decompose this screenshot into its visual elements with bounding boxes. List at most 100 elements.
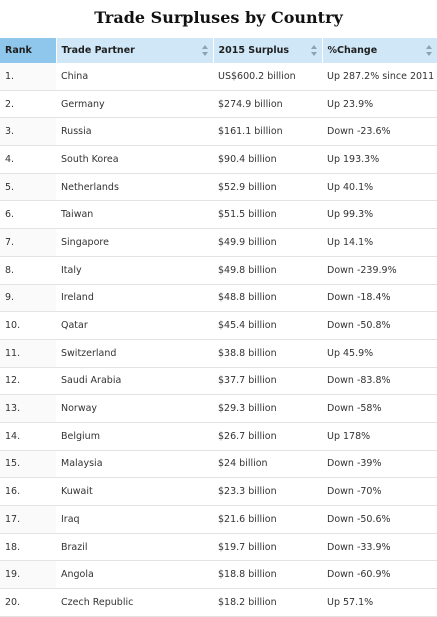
table-row: 11. Switzerland $38.8 billion Up 45.9% [0,339,437,368]
change-cell: Down -50.8% [322,311,437,340]
column-header-change[interactable]: %Change [321,38,437,63]
surplus-cell: $24 billion [213,450,322,479]
surplus-cell: $26.7 billion [213,422,322,451]
table-row: 6. Taiwan $51.5 billion Up 99.3% [0,200,437,230]
surplus-cell: $18.8 billion [213,560,322,590]
rank-cell: 16. [0,477,56,506]
trade-partner-cell: Saudi Arabia [56,367,213,396]
table-row: 10. Qatar $45.4 billion Down -50.8% [0,311,437,340]
change-cell: Down -83.8% [322,367,437,396]
sort-arrows-icon [310,45,317,56]
trade-surplus-table: Rank Trade Partner 2015 Surplus %Change … [0,38,437,617]
surplus-cell: $52.9 billion [213,173,322,202]
change-cell: Up 287.2% since 2011 [322,63,437,91]
trade-partner-cell: Kuwait [56,477,213,506]
table-row: 8. Italy $49.8 billion Down -239.9% [0,256,437,285]
table-row: 12. Saudi Arabia $37.7 billion Down -83.8% [0,367,437,396]
table-row: 3. Russia $161.1 billion Down -23.6% [0,117,437,147]
trade-partner-cell: Angola [56,560,213,590]
header-row: Rank Trade Partner 2015 Surplus %Change [0,38,437,63]
trade-partner-cell: Belgium [56,422,213,451]
table-row: 15. Malaysia $24 billion Down -39% [0,450,437,479]
column-header-surplus[interactable]: 2015 Surplus [212,38,322,63]
surplus-cell: $49.8 billion [213,256,322,285]
rank-cell: 3. [0,117,56,147]
surplus-cell: $29.3 billion [213,394,322,423]
rank-cell: 5. [0,173,56,202]
change-cell: Down -33.9% [322,533,437,562]
change-cell: Up 57.1% [322,588,437,617]
rank-cell: 12. [0,367,56,396]
surplus-cell: $23.3 billion [213,477,322,506]
table-header: Rank Trade Partner 2015 Surplus %Change [0,38,437,63]
table-row: 19. Angola $18.8 billion Down -60.9% [0,560,437,590]
table-row: 18. Brazil $19.7 billion Down -33.9% [0,533,437,562]
column-header-label: Rank [5,45,32,56]
rank-cell: 11. [0,339,56,368]
sort-arrows-icon [201,45,208,56]
table-row: 4. South Korea $90.4 billion Up 193.3% [0,145,437,174]
table-row: 9. Ireland $48.8 billion Down -18.4% [0,284,437,313]
table-row: 2. Germany $274.9 billion Up 23.9% [0,90,437,119]
change-cell: Down -23.6% [322,117,437,147]
column-header-label: Trade Partner [61,45,135,56]
trade-partner-cell: Brazil [56,533,213,562]
change-cell: Up 45.9% [322,339,437,368]
table-row: 1. China US$600.2 billion Up 287.2% since 2… [0,63,437,91]
surplus-cell: $21.6 billion [213,505,322,534]
surplus-cell: $90.4 billion [213,145,322,174]
rank-cell: 17. [0,505,56,534]
rank-cell: 6. [0,200,56,230]
surplus-cell: $45.4 billion [213,311,322,340]
column-header-label: 2015 Surplus [218,45,290,56]
rank-cell: 1. [0,63,56,91]
surplus-cell: $37.7 billion [213,367,322,396]
trade-partner-cell: Russia [56,117,213,147]
change-cell: Down -70% [322,477,437,506]
surplus-cell: US$600.2 billion [213,63,322,91]
trade-partner-cell: Czech Republic [56,588,213,617]
rank-cell: 8. [0,256,56,285]
trade-partner-cell: Switzerland [56,339,213,368]
rank-cell: 7. [0,228,56,257]
trade-partner-cell: Italy [56,256,213,285]
trade-partner-cell: Norway [56,394,213,423]
column-header-trade-partner[interactable]: Trade Partner [55,38,213,63]
sort-arrows-icon [426,45,432,56]
table-row: 14. Belgium $26.7 billion Up 178% [0,422,437,451]
trade-partner-cell: South Korea [56,145,213,174]
table-row: 16. Kuwait $23.3 billion Down -70% [0,477,437,506]
change-cell: Up 14.1% [322,228,437,257]
change-cell: Up 178% [322,422,437,451]
surplus-cell: $18.2 billion [213,588,322,617]
trade-partner-cell: Taiwan [56,200,213,230]
rank-cell: 2. [0,90,56,119]
trade-partner-cell: Netherlands [56,173,213,202]
table-row: 7. Singapore $49.9 billion Up 14.1% [0,228,437,257]
rank-cell: 14. [0,422,56,451]
change-cell: Down -50.6% [322,505,437,534]
change-cell: Down -239.9% [322,256,437,285]
trade-partner-cell: Germany [56,90,213,119]
rank-cell: 15. [0,450,56,479]
surplus-cell: $19.7 billion [213,533,322,562]
rank-cell: 18. [0,533,56,562]
trade-partner-cell: China [56,63,213,91]
rank-cell: 10. [0,311,56,340]
surplus-cell: $51.5 billion [213,200,322,230]
column-header-rank[interactable]: Rank [0,38,56,63]
surplus-cell: $38.8 billion [213,339,322,368]
rank-cell: 19. [0,560,56,590]
page-title: Trade Surpluses by Country [94,8,343,27]
change-cell: Up 99.3% [322,200,437,230]
change-cell: Up 23.9% [322,90,437,119]
table-row: 13. Norway $29.3 billion Down -58% [0,394,437,423]
change-cell: Down -58% [322,394,437,423]
table-row: 20. Czech Republic $18.2 billion Up 57.1% [0,588,437,617]
trade-partner-cell: Ireland [56,284,213,313]
trade-partner-cell: Malaysia [56,450,213,479]
trade-partner-cell: Singapore [56,228,213,257]
table-body: 1. China US$600.2 billion Up 287.2% since 2… [0,63,437,617]
change-cell: Up 193.3% [322,145,437,174]
surplus-cell: $49.9 billion [213,228,322,257]
